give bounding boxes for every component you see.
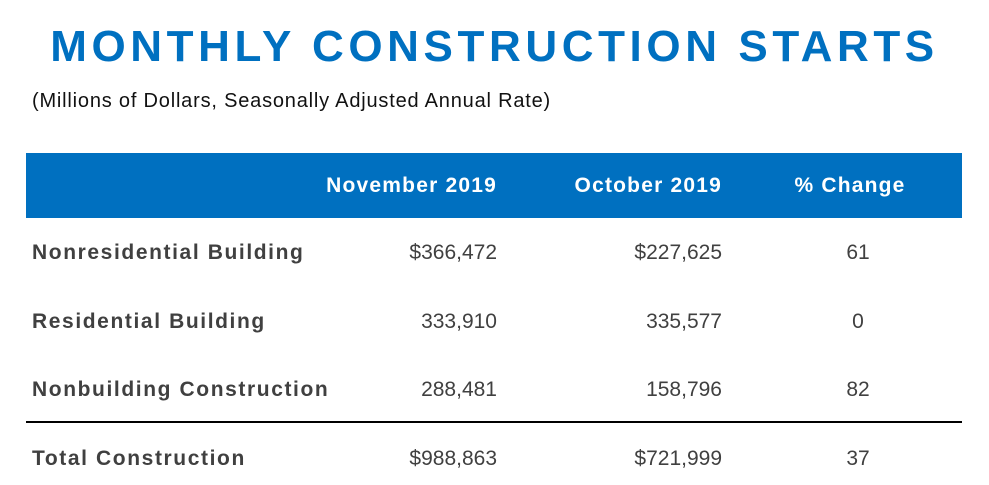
november-value: 288,481 <box>421 378 497 401</box>
total-divider <box>26 421 962 423</box>
row-label: Total Construction <box>32 447 246 470</box>
header-october-2019: October 2019 <box>574 174 722 197</box>
table-header <box>26 153 962 218</box>
october-value: $721,999 <box>634 447 722 470</box>
percent-change-value: 37 <box>846 447 870 470</box>
page-title: MONTHLY CONSTRUCTION STARTS <box>50 22 939 71</box>
october-value: $227,625 <box>634 241 722 264</box>
header-november-2019: November 2019 <box>326 174 497 197</box>
percent-change-value: 0 <box>852 310 864 333</box>
october-value: 158,796 <box>646 378 722 401</box>
october-value: 335,577 <box>646 310 722 333</box>
row-label: Nonbuilding Construction <box>32 378 330 401</box>
header-percent-change: % Change <box>794 174 906 197</box>
november-value: 333,910 <box>421 310 497 333</box>
row-label: Nonresidential Building <box>32 241 305 264</box>
percent-change-value: 61 <box>846 241 870 264</box>
row-label: Residential Building <box>32 310 266 333</box>
percent-change-value: 82 <box>846 378 870 401</box>
subtitle: (Millions of Dollars, Seasonally Adjuste… <box>32 90 552 112</box>
november-value: $988,863 <box>409 447 497 470</box>
november-value: $366,472 <box>409 241 497 264</box>
